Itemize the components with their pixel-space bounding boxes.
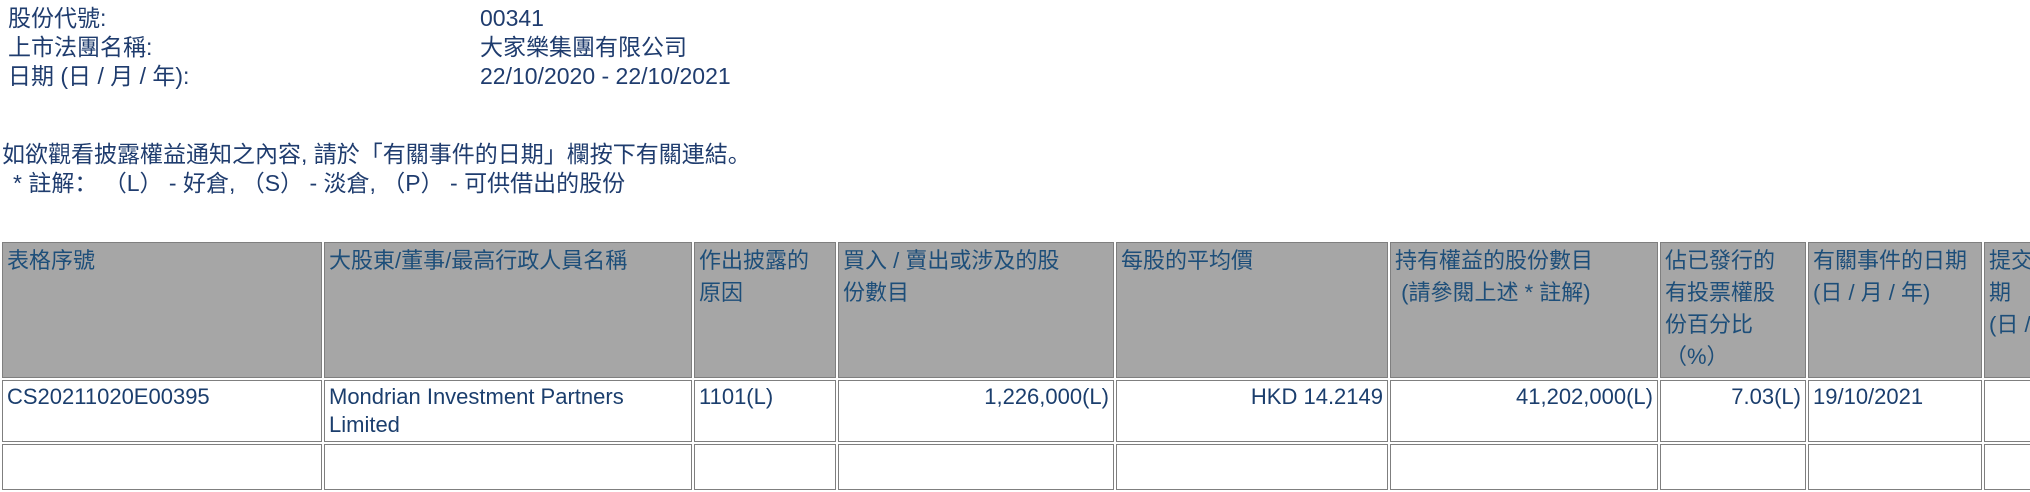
- cell-event-date-link[interactable]: 19/10/2021: [1808, 380, 1982, 442]
- corporation-name-label: 上市法團名稱:: [8, 34, 153, 60]
- date-range-row: 日期 (日 / 月 / 年): 22/10/2020 - 22/10/2021: [8, 62, 2030, 91]
- stock-code-label: 股份代號:: [8, 5, 107, 31]
- instruction-text: 如欲觀看披露權益通知之內容, 請於「有關事件的日期」欄按下有關連結。: [2, 141, 751, 167]
- date-range-label: 日期 (日 / 月 / 年):: [8, 63, 190, 89]
- col-header-percentage: 佔已發行的 有投票權股 份百分比 （%）: [1660, 242, 1806, 378]
- cell-filing-date: [1984, 380, 2030, 442]
- stock-code-row: 股份代號: 00341: [8, 4, 2030, 33]
- disclosure-results-table: 表格序號 大股東/董事/最高行政人員名稱 作出披露的 原因 買入 / 賣出或涉及…: [0, 240, 2030, 492]
- table-header-row: 表格序號 大股東/董事/最高行政人員名稱 作出披露的 原因 買入 / 賣出或涉及…: [2, 242, 2030, 378]
- stock-code-value: 00341: [480, 5, 544, 31]
- cell-shareholder-name: Mondrian Investment Partners Limited: [324, 380, 692, 442]
- cell-form-serial: CS20211020E00395: [2, 380, 322, 442]
- col-header-shareholder-name: 大股東/董事/最高行政人員名稱: [324, 242, 692, 378]
- company-info-block: 股份代號: 00341 上市法團名稱: 大家樂集團有限公司 日期 (日 / 月 …: [0, 0, 2030, 91]
- cell-shares-interested: 41,202,000(L): [1390, 380, 1658, 442]
- corporation-name-value: 大家樂集團有限公司: [480, 34, 687, 60]
- col-header-filing-date: 提交通知的日期 (日 / 月 / 年): [1984, 242, 2030, 378]
- col-header-event-date: 有關事件的日期 (日 / 月 / 年): [1808, 242, 1982, 378]
- col-header-reason: 作出披露的 原因: [694, 242, 836, 378]
- cell-percentage: 7.03(L): [1660, 380, 1806, 442]
- corporation-name-row: 上市法團名稱: 大家樂集團有限公司: [8, 33, 2030, 62]
- legend-note: * 註解： （L） - 好倉, （S） - 淡倉, （P） - 可供借出的股份: [13, 170, 626, 196]
- col-header-avg-price: 每股的平均價: [1116, 242, 1388, 378]
- col-header-form-serial: 表格序號: [2, 242, 322, 378]
- date-range-value: 22/10/2020 - 22/10/2021: [480, 63, 731, 89]
- cell-shares-traded: 1,226,000(L): [838, 380, 1114, 442]
- table-row: CS20211020E00395 Mondrian Investment Par…: [2, 380, 2030, 442]
- col-header-shares-traded: 買入 / 賣出或涉及的股 份數目: [838, 242, 1114, 378]
- cell-avg-price: HKD 14.2149: [1116, 380, 1388, 442]
- cell-reason: 1101(L): [694, 380, 836, 442]
- col-header-shares-interested: 持有權益的股份數目 (請參閱上述 * 註解): [1390, 242, 1658, 378]
